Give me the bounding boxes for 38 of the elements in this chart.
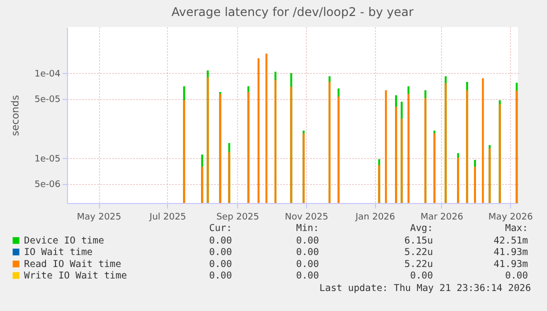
- legend-label: Read IO Wait time: [24, 259, 122, 270]
- y-axis-title: seconds: [10, 95, 22, 136]
- y-tick-label: 5e-06: [34, 180, 61, 190]
- legend-label: Write IO Wait time: [24, 270, 128, 282]
- text: 41.93m: [494, 259, 528, 270]
- text: 0.00: [209, 270, 232, 282]
- text: 5.22u: [404, 259, 433, 270]
- text: 0.00: [296, 247, 320, 258]
- text: Min:: [296, 223, 319, 234]
- legend-label: IO Wait time: [24, 247, 93, 258]
- x-tick-label: Sep 2025: [216, 212, 260, 222]
- text: 0.00: [296, 236, 320, 246]
- x-tick-label: Jan 2026: [354, 212, 396, 222]
- y-tick-label: 1e-04: [34, 70, 61, 80]
- legend-label: Device IO time: [24, 236, 104, 246]
- chart-title: Average latency for /dev/loop2 - by year: [171, 5, 414, 19]
- text: 0.00: [410, 270, 434, 282]
- text: 0.00: [296, 259, 320, 270]
- text: 5.22u: [404, 247, 433, 258]
- text: 6.15u: [404, 236, 433, 246]
- text: 0.00: [296, 270, 320, 282]
- x-tick-label: May 2025: [76, 212, 122, 222]
- text: Cur:: [209, 223, 232, 234]
- text: 0.00: [209, 236, 232, 246]
- x-tick-label: Nov 2025: [284, 212, 328, 222]
- x-tick-label: May 2026: [488, 212, 534, 222]
- text: 0.00: [505, 270, 528, 282]
- y-tick-label: 1e-05: [34, 154, 60, 165]
- text: 0.00: [209, 259, 232, 270]
- text: 42.51m: [494, 236, 528, 246]
- text: 41.93m: [494, 247, 528, 258]
- text: Last update: Thu May 21 23:36:14 2026: [319, 283, 532, 294]
- y-tick-label: 5e-05: [34, 95, 60, 106]
- x-tick-label: Mar 2026: [420, 212, 464, 222]
- text: Avg:: [410, 223, 433, 234]
- x-tick-label: Jul 2025: [148, 212, 186, 222]
- text: 0.00: [209, 247, 232, 258]
- text: Max:: [505, 223, 528, 234]
